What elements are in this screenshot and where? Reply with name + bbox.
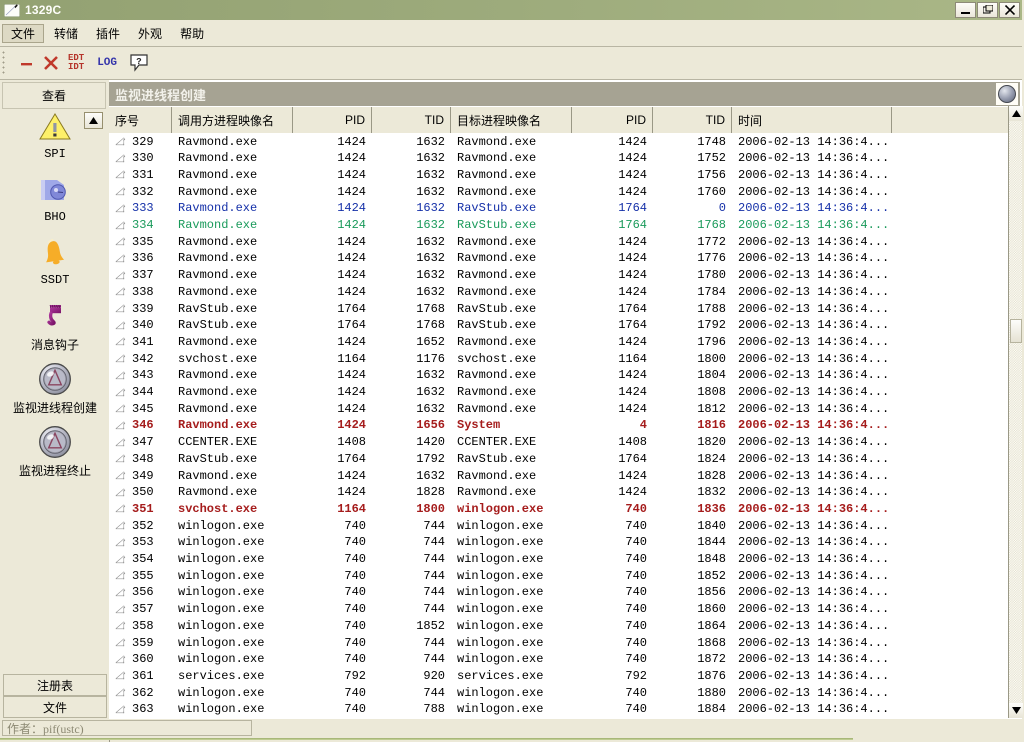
svg-text:?: ? bbox=[136, 57, 141, 67]
